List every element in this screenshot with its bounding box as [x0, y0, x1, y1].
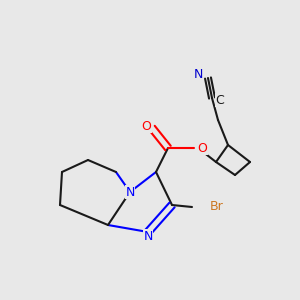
Text: N: N	[193, 68, 203, 80]
Text: N: N	[143, 230, 153, 242]
Text: O: O	[141, 119, 151, 133]
Text: Br: Br	[210, 200, 224, 214]
Text: N: N	[125, 185, 135, 199]
Text: C: C	[216, 94, 224, 106]
Text: O: O	[197, 142, 207, 154]
